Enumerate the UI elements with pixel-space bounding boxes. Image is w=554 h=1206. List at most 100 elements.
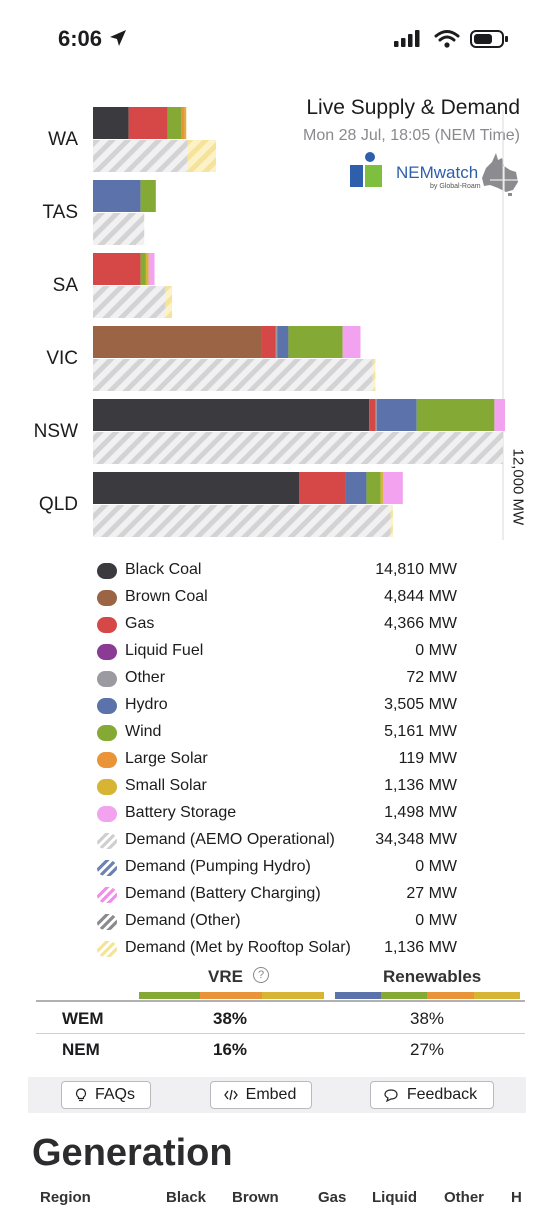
legend-swatch: [97, 779, 117, 795]
wifi-icon: [434, 30, 460, 48]
bar-sa-battery-storage: [148, 253, 155, 285]
legend-value: 3,505 MW: [384, 696, 457, 713]
bar-qld-gas: [298, 472, 346, 504]
embed-button[interactable]: Embed: [210, 1081, 312, 1109]
legend-value: 1,136 MW: [384, 939, 457, 956]
vre-strip-segment: [262, 992, 324, 999]
legend-swatch: [97, 887, 117, 903]
status-icons: [394, 30, 514, 50]
bar-nsw-wind: [416, 399, 495, 431]
legend-row: Liquid Fuel 0 MW: [95, 639, 465, 666]
renewables-strip-segment: [474, 992, 520, 999]
legend-row: Large Solar 119 MW: [95, 747, 465, 774]
legend-value: 0 MW: [415, 642, 457, 659]
gen-col-header: H: [511, 1189, 522, 1206]
bar-vic-gas: [261, 326, 276, 358]
bar-nsw-demand-aemo-operational: [93, 432, 503, 464]
legend-name: Demand (Other): [125, 912, 241, 929]
bar-wa-wind: [167, 107, 182, 139]
legend-value: 1,498 MW: [384, 804, 457, 821]
legend-name: Brown Coal: [125, 588, 208, 605]
legend-value: 0 MW: [415, 858, 457, 875]
bar-nsw-hydro: [376, 399, 417, 431]
bar-vic-brown-coal: [93, 326, 262, 358]
row-label: WEM: [62, 1009, 104, 1028]
legend-row: Small Solar 1,136 MW: [95, 774, 465, 801]
legend-swatch: [97, 941, 117, 957]
legend-value: 0 MW: [415, 912, 457, 929]
legend-row: Demand (AEMO Operational) 34,348 MW: [95, 828, 465, 855]
bar-qld-battery-storage: [382, 472, 403, 504]
scale-label-text: 12,000 MW: [509, 448, 527, 526]
legend-value: 4,844 MW: [384, 588, 457, 605]
bar-wa-demand-met-by-rooftop-solar: [187, 140, 216, 172]
table-divider: [36, 1033, 525, 1034]
renewables-strip-segment: [381, 992, 427, 999]
bar-vic-battery-storage: [342, 326, 361, 358]
legend-name: Demand (Pumping Hydro): [125, 858, 311, 875]
legend-row: Brown Coal 4,844 MW: [95, 585, 465, 612]
bar-sa-demand-aemo-operational: [93, 286, 166, 318]
legend-swatch: [97, 644, 117, 660]
legend-name: Small Solar: [125, 777, 207, 794]
legend-swatch: [97, 698, 117, 714]
legend: Black Coal 14,810 MW Brown Coal 4,844 MW G…: [95, 558, 465, 963]
legend-name: Liquid Fuel: [125, 642, 204, 659]
signal-icon: [394, 30, 420, 47]
faqs-label: FAQs: [94, 1086, 135, 1103]
faqs-button[interactable]: FAQs: [61, 1081, 151, 1109]
legend-row: Demand (Met by Rooftop Solar) 1,136 MW: [95, 936, 465, 963]
region-label-nsw: NSW: [33, 421, 78, 442]
region-label-tas: TAS: [42, 202, 78, 223]
legend-value: 27 MW: [406, 885, 457, 902]
lightbulb-icon: [75, 1088, 87, 1102]
bar-wa-gas: [128, 107, 168, 139]
legend-value: 1,136 MW: [384, 777, 457, 794]
bar-qld-hydro: [345, 472, 367, 504]
nemwatch-brand: NEMwatch: [396, 163, 479, 182]
legend-name: Large Solar: [125, 750, 208, 767]
legend-row: Gas 4,366 MW: [95, 612, 465, 639]
feedback-button[interactable]: Feedback: [370, 1081, 494, 1109]
code-icon: [224, 1089, 238, 1101]
legend-value: 119 MW: [398, 750, 457, 767]
vre-strip-segment: [200, 992, 262, 999]
legend-name: Hydro: [125, 696, 168, 713]
legend-name: Demand (Met by Rooftop Solar): [125, 939, 351, 956]
legend-name: Demand (AEMO Operational): [125, 831, 335, 848]
action-bar: FAQs Embed Feedback: [28, 1077, 526, 1113]
legend-row: Demand (Other) 0 MW: [95, 909, 465, 936]
gen-col-header: Region: [40, 1189, 91, 1206]
region-label-vic: VIC: [46, 348, 78, 369]
legend-swatch: [97, 833, 117, 849]
feedback-label: Feedback: [406, 1086, 478, 1103]
bar-wa-small-solar: [184, 107, 187, 139]
legend-name: Other: [125, 669, 166, 686]
bar-tas-wind: [140, 180, 156, 212]
bar-qld-wind: [366, 472, 381, 504]
gen-col-header: Brown: [232, 1189, 279, 1206]
legend-row: Demand (Battery Charging) 27 MW: [95, 882, 465, 909]
row-vre: 16%: [212, 1040, 248, 1059]
renewables-strip-segment: [427, 992, 474, 999]
gen-col-header: Other: [444, 1189, 485, 1206]
region-label-qld: QLD: [38, 494, 78, 515]
vre-strip-segment: [139, 992, 200, 999]
help-icon[interactable]: ?: [253, 967, 269, 983]
legend-swatch: [97, 725, 117, 741]
status-time-text: 6:06: [58, 26, 103, 51]
bar-wa-demand-aemo-operational: [93, 140, 188, 172]
bar-qld-demand-aemo-operational: [93, 505, 391, 537]
bar-vic-hydro: [277, 326, 289, 358]
bar-vic-demand-aemo-operational: [93, 359, 373, 391]
legend-swatch: [97, 806, 117, 822]
scale-label: 12,000 MW: [503, 448, 531, 540]
row-renewables: 27%: [409, 1040, 445, 1059]
chart-title: Live Supply & Demand: [306, 96, 520, 119]
row-renewables: 38%: [409, 1009, 445, 1028]
bar-sa-gas: [93, 253, 141, 285]
legend-value: 5,161 MW: [384, 723, 457, 740]
table-divider: [36, 1000, 525, 1002]
legend-name: Battery Storage: [125, 804, 237, 821]
nemwatch-logo-mark-icon: [350, 152, 382, 187]
